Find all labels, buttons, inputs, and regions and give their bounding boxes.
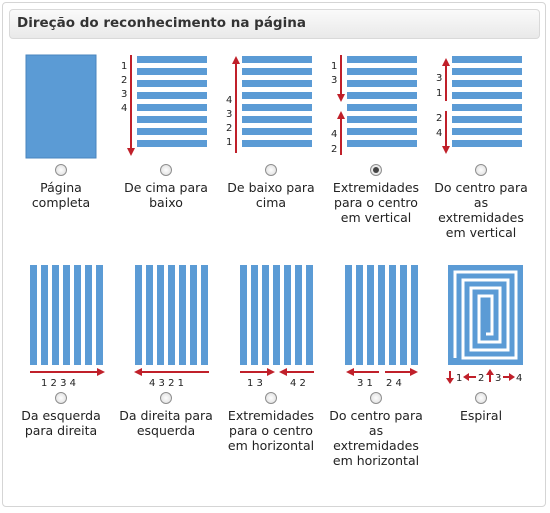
label-cima-baixo: De cima para baixo: [124, 180, 208, 210]
option-centro-vertical[interactable]: 3 1 2 4 Do centro para as extremidades e…: [431, 53, 531, 240]
spiral-number-2: 2: [478, 373, 484, 384]
number-1: 1: [226, 137, 232, 148]
order-caption-right: 2 4: [386, 378, 402, 387]
option-direita-esquerda[interactable]: 4 3 2 1 Da direita para esquerda: [116, 262, 216, 438]
panel-header: Direção do reconhecimento na página: [9, 9, 540, 39]
radio-centro-vertical[interactable]: [475, 164, 487, 176]
panel-title: Direção do reconhecimento na página: [17, 15, 306, 31]
label-esquerda-direita: Da esquerda para direita: [21, 408, 101, 438]
spiral-number-1: 1: [456, 373, 462, 384]
option-extremidades-vertical[interactable]: 1 3 4 2 Extremidades para o centro em ve…: [326, 53, 426, 225]
order-caption-left: 3 1: [357, 378, 373, 387]
label-extremidades-horizontal: Extremidades para o centro em horizontal: [227, 408, 315, 453]
label-espiral: Espiral: [459, 408, 503, 423]
radio-pagina-completa[interactable]: [55, 164, 67, 176]
spiral-icon: 1 2 3 4: [446, 265, 523, 384]
number-4: 4: [226, 95, 232, 106]
radio-extremidades-horizontal[interactable]: [265, 392, 277, 404]
number-3: 3: [226, 109, 232, 120]
radio-baixo-cima[interactable]: [265, 164, 277, 176]
left-to-right-icon: 1 2 3 4: [30, 265, 105, 387]
right-to-left-icon: 4 3 2 1: [134, 265, 209, 387]
radio-esquerda-direita[interactable]: [55, 392, 67, 404]
edges-to-center-vertical-icon: 1 3 4 2: [331, 55, 417, 155]
option-centro-horizontal[interactable]: 3 1 2 4 Do centro para as extremidades e…: [326, 262, 426, 468]
radio-espiral[interactable]: [475, 392, 487, 404]
number-4: 4: [436, 128, 442, 139]
number-1: 1: [121, 61, 127, 72]
edges-to-center-horizontal-icon: 1 3 4 2: [240, 265, 314, 387]
radio-direita-esquerda[interactable]: [160, 392, 172, 404]
order-caption-left: 1 3: [247, 378, 263, 387]
number-3: 3: [331, 75, 337, 86]
number-2: 2: [331, 144, 337, 155]
option-esquerda-direita[interactable]: 1 2 3 4 Da esquerda para direita: [11, 262, 111, 438]
label-pagina-completa: Página completa: [31, 180, 91, 210]
option-espiral[interactable]: 1 2 3 4 Espiral: [431, 262, 531, 423]
spiral-number-3: 3: [495, 373, 501, 384]
label-centro-vertical: Do centro para as extremidades em vertic…: [434, 180, 528, 240]
order-caption: 1 2 3 4: [41, 378, 76, 387]
number-1: 1: [436, 88, 442, 99]
number-2: 2: [121, 75, 127, 86]
order-caption: 4 3 2 1: [149, 378, 184, 387]
number-4: 4: [331, 129, 337, 140]
label-centro-horizontal: Do centro para as extremidades em horizo…: [329, 408, 423, 468]
label-extremidades-vertical: Extremidades para o centro em vertical: [332, 180, 420, 225]
number-3: 3: [436, 73, 442, 84]
radio-extremidades-vertical[interactable]: [370, 164, 382, 176]
number-1: 1: [331, 61, 337, 72]
number-3: 3: [121, 89, 127, 100]
number-2: 2: [436, 113, 442, 124]
full-page-icon: [25, 54, 97, 159]
label-baixo-cima: De baixo para cima: [227, 180, 315, 210]
spiral-number-4: 4: [516, 373, 522, 384]
order-caption-right: 4 2: [290, 378, 306, 387]
number-2: 2: [226, 123, 232, 134]
option-cima-baixo[interactable]: 1 2 3 4 De cima para baixo: [116, 53, 216, 210]
bottom-to-top-icon: 4 3 2 1: [226, 56, 312, 153]
option-baixo-cima[interactable]: 4 3 2 1 De baixo para cima: [221, 53, 321, 210]
top-to-bottom-icon: 1 2 3 4: [121, 55, 207, 156]
center-to-edges-horizontal-icon: 3 1 2 4: [345, 265, 418, 387]
option-pagina-completa[interactable]: Página completa: [11, 53, 111, 210]
radio-cima-baixo[interactable]: [160, 164, 172, 176]
label-direita-esquerda: Da direita para esquerda: [119, 408, 213, 438]
center-to-edges-vertical-icon: 3 1 2 4: [436, 56, 522, 154]
radio-centro-horizontal[interactable]: [370, 392, 382, 404]
number-4: 4: [121, 103, 127, 114]
option-extremidades-horizontal[interactable]: 1 3 4 2 Extremidades para o centro em ho…: [221, 262, 321, 453]
